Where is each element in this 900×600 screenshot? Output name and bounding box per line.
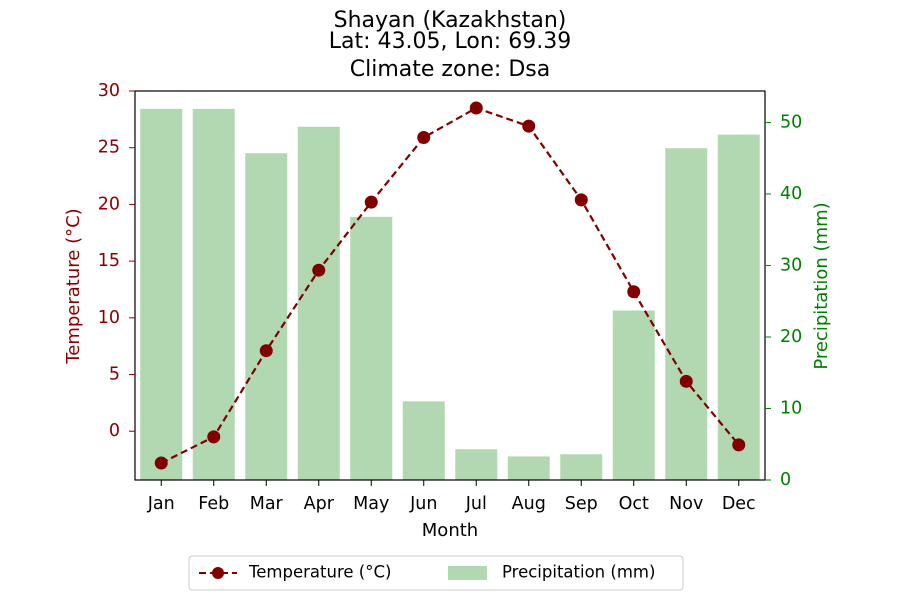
left-y-axis: 0 5 10 15 20 25 30 [98, 81, 135, 441]
x-tick-label-aug: Aug [512, 494, 546, 514]
temperature-point-sep [574, 193, 588, 207]
temperature-point-may [364, 195, 378, 209]
precipitation-bar-feb [192, 108, 235, 481]
right-y-axis: 0 10 20 30 40 50 [765, 112, 802, 490]
precipitation-bars [140, 108, 760, 481]
temperature-point-mar [259, 344, 273, 358]
right-y-tick-label-20: 20 [780, 327, 802, 347]
plot-frame [134, 90, 766, 481]
left-y-tick-label-15: 15 [98, 251, 120, 271]
x-tick-label-jun: Jun [409, 494, 437, 514]
x-tick-label-sep: Sep [565, 494, 598, 514]
precipitation-bar-jul [455, 449, 498, 480]
x-tick-label-mar: Mar [250, 494, 284, 514]
precipitation-bar-jan [140, 108, 183, 481]
temperature-point-oct [627, 285, 641, 299]
precipitation-bar-oct [612, 310, 655, 480]
x-tick-label-dec: Dec [722, 494, 756, 514]
x-tick-label-nov: Nov [669, 494, 703, 514]
left-y-tick-label-0: 0 [109, 421, 120, 441]
precipitation-bar-mar [245, 153, 288, 480]
x-tick-label-jan: Jan [147, 494, 175, 514]
legend: Temperature (°C) Precipitation (mm) [188, 555, 684, 591]
legend-precipitation-swatch [448, 566, 487, 580]
precipitation-bar-sep [560, 454, 603, 480]
x-tick-label-may: May [353, 494, 389, 514]
legend-frame [188, 555, 684, 591]
left-y-tick-label-25: 25 [98, 138, 120, 158]
x-tick-label-feb: Feb [198, 494, 229, 514]
chart-title-line-1: Shayan (Kazakhstan) [334, 8, 567, 33]
precipitation-bar-jun [402, 401, 445, 480]
chart-title-line-2: Lat: 43.05, Lon: 69.39 [329, 29, 571, 54]
precipitation-bar-nov [665, 148, 708, 481]
x-tick-label-jul: Jul [465, 494, 487, 514]
temperature-point-dec [732, 438, 746, 452]
temperature-point-jan [154, 456, 168, 470]
temperature-point-jul [469, 101, 483, 115]
left-y-axis-label: Temperature (°C) [63, 208, 84, 364]
chart-title: Shayan (Kazakhstan) Lat: 43.05, Lon: 69.… [329, 8, 571, 82]
right-y-axis-label: Precipitation (mm) [811, 202, 832, 369]
left-y-tick-label-10: 10 [98, 308, 120, 328]
precipitation-bar-aug [507, 456, 550, 480]
precipitation-bar-apr [297, 126, 340, 481]
chart-title-line-3: Climate zone: Dsa [350, 57, 550, 82]
left-y-tick-label-5: 5 [109, 365, 120, 385]
legend-temperature-label: Temperature (°C) [248, 563, 391, 582]
temperature-line [154, 101, 746, 470]
right-y-tick-label-50: 50 [780, 112, 802, 132]
temperature-point-feb [207, 430, 221, 444]
precipitation-bar-dec [717, 134, 760, 480]
right-y-tick-label-30: 30 [780, 255, 802, 275]
temperature-point-nov [679, 374, 693, 388]
temperature-point-aug [522, 119, 536, 133]
x-axis-label: Month [422, 520, 478, 541]
right-y-tick-label-40: 40 [780, 184, 802, 204]
x-tick-label-oct: Oct [619, 494, 649, 514]
left-y-tick-label-30: 30 [98, 81, 120, 101]
legend-precipitation-label: Precipitation (mm) [502, 563, 655, 582]
temperature-point-apr [312, 263, 326, 277]
x-axis: Jan Feb Mar Apr May Jun Jul Aug Sep Oct Nov Dec [147, 480, 756, 514]
right-y-tick-label-0: 0 [780, 470, 791, 490]
right-y-tick-label-10: 10 [780, 398, 802, 418]
left-y-tick-label-20: 20 [98, 194, 120, 214]
legend-temperature-marker [212, 567, 224, 579]
precipitation-bar-may [350, 216, 393, 480]
temperature-series-line [160, 106, 740, 464]
temperature-point-jun [417, 130, 431, 144]
x-tick-label-apr: Apr [304, 494, 335, 514]
